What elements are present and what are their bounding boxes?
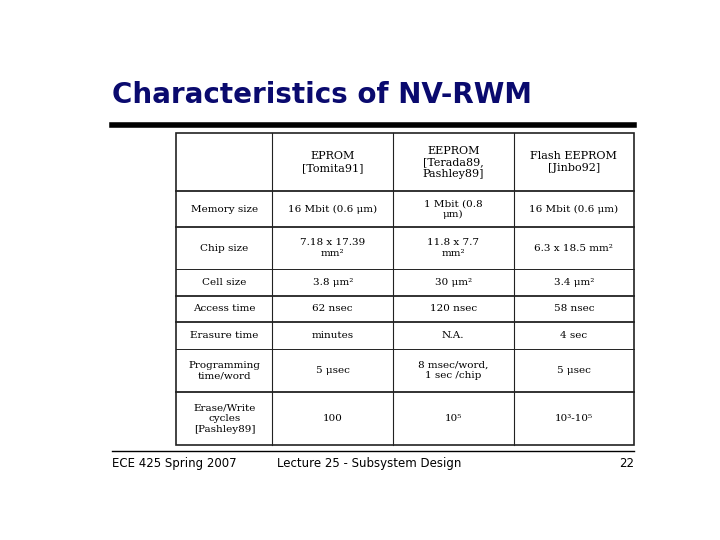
Text: 16 Mbit (0.6 μm): 16 Mbit (0.6 μm) [529,205,618,214]
Text: Erasure time: Erasure time [190,331,258,340]
Text: 58 nsec: 58 nsec [554,305,594,313]
Text: Access time: Access time [193,305,256,313]
Text: N.A.: N.A. [442,331,464,340]
Text: 3.8 μm²: 3.8 μm² [312,278,353,287]
Text: 5 μsec: 5 μsec [557,366,590,375]
Text: 3.4 μm²: 3.4 μm² [554,278,594,287]
Text: 11.8 x 7.7
mm²: 11.8 x 7.7 mm² [427,238,480,258]
Text: 5 μsec: 5 μsec [316,366,350,375]
Text: 1 Mbit (0.8
μm): 1 Mbit (0.8 μm) [424,199,482,219]
Text: 62 nsec: 62 nsec [312,305,353,313]
Text: minutes: minutes [312,331,354,340]
Text: Cell size: Cell size [202,278,247,287]
Text: 4 sec: 4 sec [560,331,588,340]
Text: 7.18 x 17.39
mm²: 7.18 x 17.39 mm² [300,238,365,258]
Text: 22: 22 [619,457,634,470]
Text: Characteristics of NV-RWM: Characteristics of NV-RWM [112,82,532,110]
Text: 10⁵: 10⁵ [444,414,462,423]
Text: Chip size: Chip size [200,244,248,253]
Text: Erase/Write
cycles
[Pashley89]: Erase/Write cycles [Pashley89] [193,404,256,434]
Bar [176,133,634,446]
Text: 8 msec/word,
1 sec /chip: 8 msec/word, 1 sec /chip [418,361,488,380]
Text: 6.3 x 18.5 mm²: 6.3 x 18.5 mm² [534,244,613,253]
Text: ECE 425 Spring 2007: ECE 425 Spring 2007 [112,457,237,470]
Text: EEPROM
[Terada89,
Pashley89]: EEPROM [Terada89, Pashley89] [423,146,484,179]
Text: 10³-10⁵: 10³-10⁵ [554,414,593,423]
Text: Flash EEPROM
[Jinbo92]: Flash EEPROM [Jinbo92] [531,151,617,173]
Text: 30 μm²: 30 μm² [435,278,472,287]
Text: Memory size: Memory size [191,205,258,213]
Text: Lecture 25 - Subsystem Design: Lecture 25 - Subsystem Design [276,457,462,470]
Text: 16 Mbit (0.6 μm): 16 Mbit (0.6 μm) [288,205,377,214]
Text: 120 nsec: 120 nsec [430,305,477,313]
Text: 100: 100 [323,414,343,423]
Text: EPROM
[Tomita91]: EPROM [Tomita91] [302,151,364,173]
Text: Programming
time/word: Programming time/word [189,361,261,380]
